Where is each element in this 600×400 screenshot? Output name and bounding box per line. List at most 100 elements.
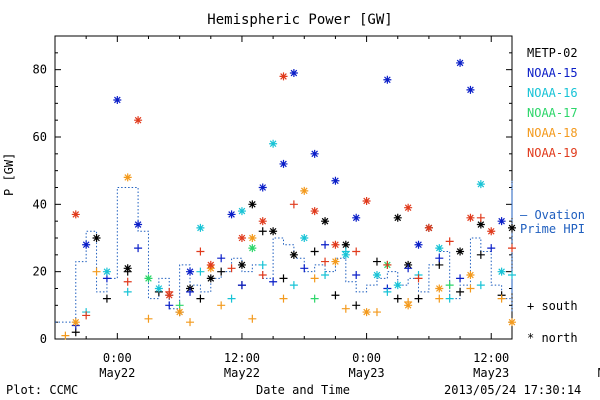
marker-south-noaa19 xyxy=(82,311,91,320)
marker-north-noaa15 xyxy=(113,95,122,104)
marker-south-noaa15 xyxy=(321,240,330,249)
marker-north-noaa16 xyxy=(393,281,402,290)
marker-north-noaa15 xyxy=(331,176,340,185)
marker-north-noaa19 xyxy=(331,240,340,249)
marker-north-noaa15 xyxy=(310,149,319,158)
marker-north-noaa15 xyxy=(383,75,392,84)
marker-south-noaa19 xyxy=(227,264,236,273)
marker-south-noaa19 xyxy=(383,260,392,269)
marker-south-noaa15 xyxy=(300,264,309,273)
marker-south-noaa18 xyxy=(279,294,288,303)
marker-south-noaa15 xyxy=(487,244,496,253)
marker-south-metp02 xyxy=(476,250,485,259)
marker-south-noaa16 xyxy=(289,281,298,290)
marker-north-noaa19 xyxy=(466,213,475,222)
y-tick-label: 60 xyxy=(33,130,47,144)
marker-south-noaa16 xyxy=(383,287,392,296)
marker-north-noaa15 xyxy=(466,85,475,94)
legend-item-metp02: METP-02 xyxy=(527,46,578,60)
marker-north-metp02 xyxy=(341,240,350,249)
marker-south-metp02 xyxy=(217,267,226,276)
marker-north-noaa18 xyxy=(508,318,516,327)
marker-north-noaa15 xyxy=(352,213,361,222)
marker-south-noaa18 xyxy=(497,294,506,303)
legend: METP-02 NOAA-15 NOAA-16 NOAA-17 NOAA-18 … xyxy=(527,43,578,163)
x-tick-label-time: 12:00 xyxy=(473,351,509,365)
marker-north-noaa16 xyxy=(372,271,381,280)
marker-south-noaa18 xyxy=(310,274,319,283)
chart-title: Hemispheric Power [GW] xyxy=(207,12,393,28)
marker-north-noaa15 xyxy=(258,183,267,192)
marker-north-noaa19 xyxy=(362,196,371,205)
marker-north-noaa19 xyxy=(404,203,413,212)
marker-north-noaa19 xyxy=(206,260,215,269)
marker-north-noaa16 xyxy=(341,250,350,259)
marker-south-metp02 xyxy=(372,257,381,266)
marker-south-noaa19 xyxy=(445,237,454,246)
marker-south-noaa19 xyxy=(123,277,132,286)
marker-south-noaa17 xyxy=(445,281,454,290)
marker-south-noaa15 xyxy=(134,244,143,253)
marker-north-noaa19 xyxy=(310,207,319,216)
marker-north-noaa15 xyxy=(456,58,465,67)
marker-north-noaa19 xyxy=(71,210,80,219)
marker-north-noaa19 xyxy=(134,116,143,125)
marker-north-metp02 xyxy=(456,247,465,256)
marker-south-noaa19 xyxy=(414,274,423,283)
marker-north-noaa16 xyxy=(497,267,506,276)
marker-north-noaa16 xyxy=(269,139,278,148)
y-tick-label: 80 xyxy=(33,63,47,77)
x-tick-label-date: May23 xyxy=(473,366,509,380)
x-tick-label-time: 12:00 xyxy=(224,351,260,365)
marker-north-noaa18 xyxy=(71,318,80,327)
marker-north-noaa19 xyxy=(165,291,174,300)
marker-south-noaa15 xyxy=(456,274,465,283)
marker-south-noaa15 xyxy=(237,281,246,290)
marker-north-noaa18 xyxy=(466,271,475,280)
marker-south-metp02 xyxy=(456,287,465,296)
marker-north-metp02 xyxy=(92,234,101,242)
marker-north-noaa19 xyxy=(487,227,496,236)
marker-north-noaa18 xyxy=(123,173,132,182)
marker-south-noaa18 xyxy=(186,318,195,327)
marker-north-noaa15 xyxy=(279,159,288,168)
marker-south-noaa19 xyxy=(508,244,516,253)
legend-ovation-prime: – Ovation Prime HPI xyxy=(520,208,586,236)
marker-north-metp02 xyxy=(289,250,298,259)
legend-item-noaa16: NOAA-16 xyxy=(527,86,578,100)
marker-north-noaa15 xyxy=(497,217,506,226)
marker-north-noaa18 xyxy=(404,301,413,310)
marker-south-noaa18 xyxy=(466,284,475,293)
marker-south-noaa18 xyxy=(92,267,101,276)
marker-north-metp02 xyxy=(476,220,485,229)
marker-north-metp02 xyxy=(248,200,257,209)
marker-key-south: + south xyxy=(527,299,578,313)
marker-north-noaa19 xyxy=(237,234,246,242)
marker-north-noaa16 xyxy=(237,207,246,216)
marker-north-noaa16 xyxy=(196,223,205,232)
marker-north-noaa19 xyxy=(279,72,288,81)
marker-south-noaa19 xyxy=(321,257,330,266)
marker-north-noaa15 xyxy=(134,220,143,229)
marker-south-metp02 xyxy=(279,274,288,283)
marker-south-metp02 xyxy=(352,301,361,310)
marker-south-noaa15 xyxy=(352,271,361,280)
legend-item-noaa17: NOAA-17 xyxy=(527,106,578,120)
marker-north-noaa15 xyxy=(414,240,423,249)
marker-north-noaa19 xyxy=(424,223,433,232)
x-tick-label-time: 0:00 xyxy=(352,351,381,365)
marker-south-noaa18 xyxy=(341,304,350,313)
marker-north-noaa16 xyxy=(476,180,485,189)
marker-north-metp02 xyxy=(123,264,132,273)
marker-north-metp02 xyxy=(393,213,402,222)
marker-south-metp02 xyxy=(258,227,267,236)
marker-north-noaa15 xyxy=(289,69,298,78)
marker-south-metp02 xyxy=(414,294,423,303)
legend-item-noaa15: NOAA-15 xyxy=(527,66,578,80)
marker-north-noaa18 xyxy=(331,257,340,266)
marker-north-noaa15 xyxy=(186,267,195,276)
marker-south-noaa15 xyxy=(217,254,226,263)
marker-south-noaa16 xyxy=(123,287,132,296)
marker-north-noaa16 xyxy=(102,267,111,276)
